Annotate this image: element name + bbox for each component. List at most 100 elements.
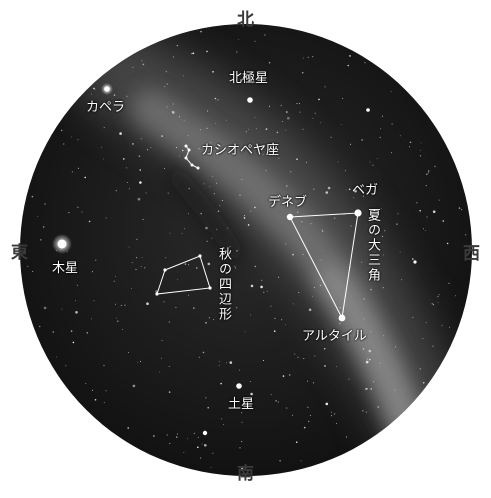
background-star (206, 50, 208, 53)
background-star (68, 212, 70, 214)
background-star (366, 388, 368, 390)
label-autumn-square: 秋の四辺形 (216, 247, 231, 322)
cassiopeia-star-1 (184, 144, 188, 148)
background-star (92, 271, 93, 273)
background-star (188, 264, 190, 266)
label-deneb: デネブ (268, 195, 308, 210)
background-star (446, 242, 449, 245)
background-star (250, 284, 254, 288)
background-star (70, 330, 73, 332)
background-star (207, 262, 211, 266)
background-star (37, 215, 39, 217)
background-star (296, 103, 298, 104)
background-star (75, 300, 77, 302)
background-star (127, 427, 129, 429)
background-star (126, 167, 128, 169)
background-star (181, 233, 183, 235)
summer-triangle-lines (289, 212, 359, 320)
background-star (212, 175, 214, 177)
background-star (177, 279, 179, 281)
background-star (285, 243, 287, 245)
background-star (217, 99, 219, 101)
background-star (217, 146, 219, 148)
background-star (77, 167, 79, 169)
background-star (270, 305, 272, 307)
background-star (433, 304, 435, 306)
background-star (200, 212, 202, 215)
background-star (260, 285, 263, 289)
background-star (331, 415, 333, 417)
background-star (419, 149, 421, 151)
background-star (339, 307, 341, 309)
background-star (213, 193, 215, 195)
label-jupiter: 木星 (52, 261, 79, 276)
background-star (205, 322, 207, 324)
background-star (395, 346, 397, 348)
background-star (369, 161, 371, 163)
background-star (200, 457, 202, 459)
background-star (31, 195, 34, 198)
deneb-star (286, 213, 294, 221)
background-star (153, 435, 155, 437)
background-star (449, 326, 451, 328)
background-star (164, 168, 165, 170)
background-star (361, 261, 363, 263)
background-star (81, 211, 83, 213)
background-star (65, 365, 67, 367)
background-star (239, 447, 241, 449)
background-star (250, 210, 252, 212)
background-star (115, 317, 117, 319)
background-star (314, 355, 316, 357)
background-star (239, 369, 241, 371)
background-star (240, 468, 244, 471)
background-star (270, 394, 272, 396)
background-star (419, 209, 422, 212)
background-star (384, 230, 386, 232)
background-star (397, 213, 399, 215)
direction-south: 南 (237, 464, 254, 484)
background-star (297, 211, 299, 213)
background-star (330, 136, 332, 138)
background-star (77, 206, 79, 208)
background-star (379, 362, 381, 364)
background-star (412, 317, 414, 318)
background-star (282, 375, 285, 377)
background-star (303, 358, 305, 360)
background-star (203, 183, 205, 185)
background-star (265, 170, 267, 172)
background-star (198, 148, 200, 150)
background-star (448, 282, 450, 284)
background-star (229, 361, 233, 364)
background-star (77, 139, 79, 141)
background-star (183, 452, 185, 453)
background-star (188, 187, 190, 190)
background-star (218, 360, 220, 362)
background-star (325, 402, 329, 406)
background-star (167, 192, 169, 194)
background-star (132, 143, 134, 145)
background-star (137, 361, 139, 363)
background-star (32, 271, 34, 272)
background-star (366, 361, 368, 363)
background-star (241, 179, 243, 180)
background-star (379, 136, 381, 138)
background-star (383, 335, 385, 337)
label-summer-triangle: 夏の大三角 (365, 208, 380, 283)
background-star (144, 266, 146, 269)
background-star (261, 279, 263, 281)
background-star (373, 381, 375, 383)
background-star (131, 262, 133, 264)
background-star (422, 382, 425, 384)
background-star (308, 308, 312, 312)
background-star (172, 56, 174, 58)
background-star (143, 63, 145, 65)
background-star (234, 267, 236, 269)
background-star (220, 382, 222, 385)
background-star (350, 225, 352, 227)
background-star (346, 436, 347, 438)
background-star (348, 188, 351, 191)
background-star (139, 181, 142, 184)
background-star (184, 228, 185, 230)
background-star (216, 182, 217, 184)
background-star (193, 432, 196, 435)
